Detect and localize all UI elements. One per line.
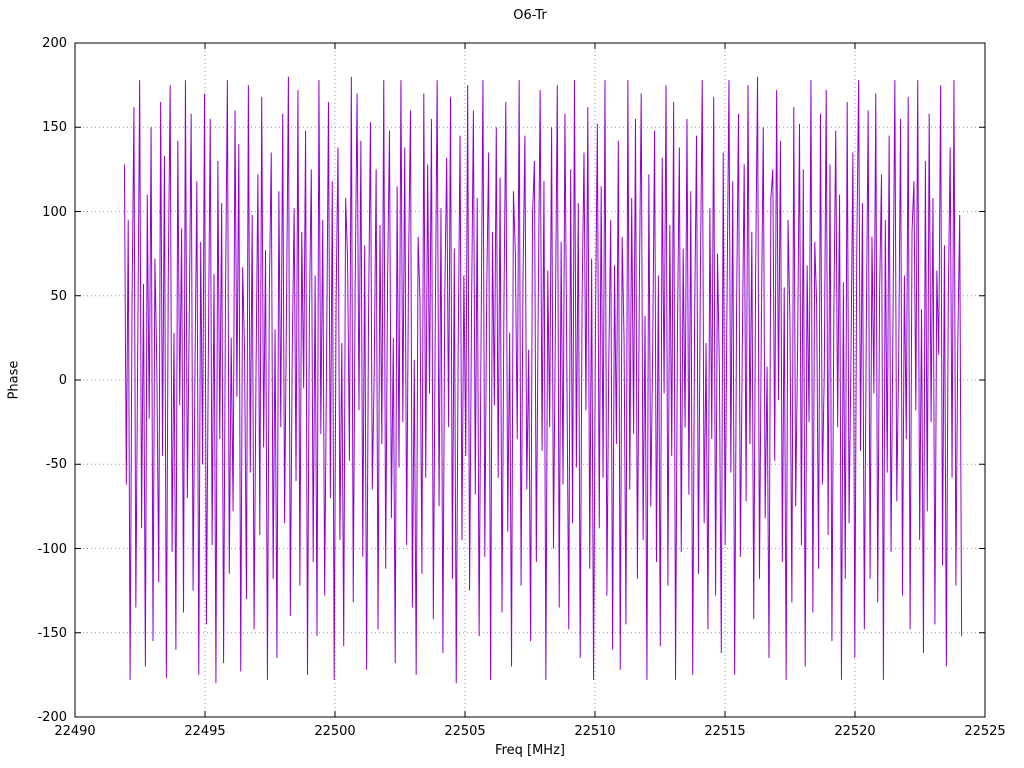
y-tick-label: -200	[37, 710, 67, 725]
chart-title: O6-Tr	[513, 8, 547, 23]
x-tick-label: 22520	[834, 724, 876, 739]
x-tick-label: 22515	[704, 724, 746, 739]
y-tick-label: -100	[37, 541, 67, 557]
x-tick-label: 22505	[444, 724, 486, 739]
x-tick-label: 22500	[314, 724, 356, 739]
y-axis-label: Phase	[6, 360, 22, 400]
x-tick-label: 22495	[184, 724, 226, 739]
y-tick-label: 200	[42, 36, 67, 51]
y-tick-label: 0	[58, 373, 67, 388]
x-tick-label: 22525	[964, 724, 1006, 739]
phase-series-line	[123, 76, 963, 684]
y-tick-label: -50	[45, 457, 67, 473]
y-tick-label: 100	[42, 204, 67, 220]
y-tick-label: -150	[37, 625, 67, 641]
y-tick-label: 150	[42, 120, 67, 136]
x-tick-label: 22510	[574, 724, 616, 739]
y-tick-label: 50	[50, 288, 67, 304]
x-tick-label: 22490	[54, 724, 96, 739]
x-axis-label: Freq [MHz]	[495, 743, 565, 758]
